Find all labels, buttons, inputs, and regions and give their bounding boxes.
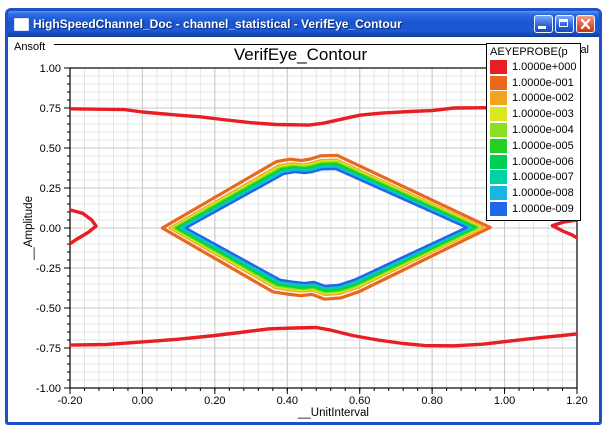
app-window: HighSpeedChannel_Doc - channel_statistic… bbox=[5, 8, 602, 425]
legend-row: 1.0000e-002 bbox=[487, 91, 580, 107]
legend-row: 1.0000e-003 bbox=[487, 106, 580, 122]
legend-swatch bbox=[490, 154, 507, 169]
maximize-icon bbox=[559, 19, 568, 27]
plot-border bbox=[69, 67, 578, 389]
x-tick-label: 0.60 bbox=[349, 395, 370, 407]
y-tick-label: 1.00 bbox=[40, 63, 61, 75]
minimize-icon bbox=[538, 26, 546, 29]
x-tick-label: 1.00 bbox=[494, 395, 515, 407]
legend-label: 1.0000e-003 bbox=[512, 108, 574, 121]
legend: AEYEPROBE(p 1.0000e+000 1.0000e-001 1.0000… bbox=[486, 43, 581, 221]
legend-swatch bbox=[490, 123, 507, 138]
eye-ring-1.0000e-008 bbox=[182, 166, 471, 289]
window-titlebar[interactable]: HighSpeedChannel_Doc - channel_statistic… bbox=[8, 11, 599, 37]
y-tick-label: 0.75 bbox=[40, 103, 61, 115]
maximize-button[interactable] bbox=[555, 15, 574, 33]
legend-row: 1.0000e-006 bbox=[487, 154, 580, 170]
legend-label: 1.0000e-006 bbox=[512, 155, 574, 168]
corner-clipped-text: al bbox=[579, 44, 590, 56]
brand-label: Ansoft bbox=[14, 41, 46, 53]
app-icon bbox=[14, 17, 29, 31]
x-tick-label: 0.40 bbox=[277, 395, 298, 407]
legend-swatch bbox=[490, 107, 507, 122]
legend-swatch bbox=[490, 91, 507, 106]
legend-row: 1.0000e-005 bbox=[487, 138, 580, 154]
legend-row: 1.0000e+000 bbox=[487, 59, 580, 75]
contour-plot: -0.20 0.00 0.20 0.40 0.60 0.80 1.00 1.20 1.00 0.7… bbox=[23, 63, 588, 419]
eye-ring-1.0000e-009 bbox=[184, 167, 468, 288]
legend-swatch bbox=[490, 186, 507, 201]
legend-label: 1.0000e-002 bbox=[512, 92, 574, 105]
legend-label: 1.0000e+000 bbox=[512, 60, 577, 73]
window-title: HighSpeedChannel_Doc - channel_statistic… bbox=[33, 17, 402, 31]
eye-ring-1.0000e-004 bbox=[172, 161, 480, 294]
x-tick-label: 1.20 bbox=[566, 395, 587, 407]
x-tick-label: 0.80 bbox=[421, 395, 442, 407]
legend-label: 1.0000e-009 bbox=[512, 203, 574, 216]
y-tick-label: 0.25 bbox=[40, 183, 61, 195]
legend-swatch bbox=[490, 170, 507, 185]
legend-label: 1.0000e-008 bbox=[512, 187, 574, 200]
y-tick-label: -0.50 bbox=[36, 303, 61, 315]
y-tick-label: -0.25 bbox=[36, 263, 61, 275]
red-contour-left bbox=[70, 208, 98, 246]
tick-labels: -0.20 0.00 0.20 0.40 0.60 0.80 1.00 1.20 1.00 0.7… bbox=[36, 63, 588, 407]
y-tick-label: -0.75 bbox=[36, 343, 61, 355]
legend-swatch bbox=[490, 202, 507, 217]
legend-title: AEYEPROBE(p bbox=[490, 46, 568, 58]
legend-row: 1.0000e-007 bbox=[487, 170, 580, 186]
legend-row: 1.0000e-009 bbox=[487, 201, 580, 217]
minimize-button[interactable] bbox=[534, 15, 553, 33]
legend-swatch bbox=[490, 75, 507, 90]
x-tick-label: 0.20 bbox=[204, 395, 225, 407]
y-tick-label: 0.00 bbox=[40, 223, 61, 235]
red-contour-right bbox=[550, 218, 577, 240]
legend-swatch bbox=[490, 59, 507, 74]
legend-row: 1.0000e-004 bbox=[487, 122, 580, 138]
red-contour-bottom bbox=[70, 325, 577, 348]
x-tick-label: -0.20 bbox=[57, 395, 82, 407]
x-axis-title: __UnitInterval bbox=[297, 407, 369, 419]
header-divider bbox=[54, 44, 590, 45]
legend-swatch bbox=[490, 138, 507, 153]
y-tick-label: 0.50 bbox=[40, 143, 61, 155]
close-button[interactable] bbox=[576, 15, 595, 33]
eye-ring-1.0000e-003 bbox=[170, 159, 482, 295]
legend-rows: 1.0000e+000 1.0000e-001 1.0000e-002 1.0000e… bbox=[487, 59, 580, 217]
eye-ring-1.0000e-005 bbox=[175, 162, 478, 293]
legend-label: 1.0000e-004 bbox=[512, 124, 574, 137]
close-icon bbox=[580, 18, 591, 30]
legend-label: 1.0000e-005 bbox=[512, 139, 574, 152]
legend-row: 1.0000e-001 bbox=[487, 75, 580, 91]
y-tick-label: -1.00 bbox=[36, 383, 61, 395]
eye-ring-1.0000e-006 bbox=[177, 163, 475, 292]
legend-row: 1.0000e-008 bbox=[487, 185, 580, 201]
eye-ring-1.0000e-007 bbox=[179, 165, 473, 290]
eye-ring-1.0000e-001 bbox=[160, 153, 492, 301]
x-tick-label: 0.00 bbox=[132, 395, 153, 407]
legend-label: 1.0000e-007 bbox=[512, 171, 574, 184]
y-axis-title: __Amplitude bbox=[23, 196, 35, 261]
window-controls bbox=[534, 15, 595, 33]
legend-label: 1.0000e-001 bbox=[512, 76, 574, 89]
plot-canvas: -0.20 0.00 0.20 0.40 0.60 0.80 1.00 1.20 1.00 0.7… bbox=[8, 37, 593, 419]
